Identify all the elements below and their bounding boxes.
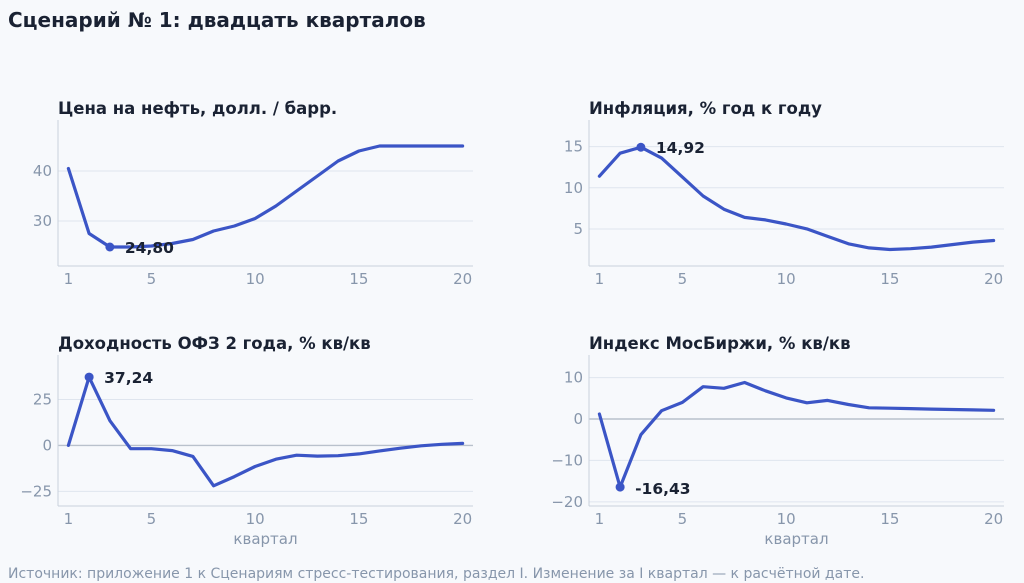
- annotation-point: [615, 482, 625, 492]
- annotation-label: 24,80: [125, 239, 174, 257]
- x-tick-label: 5: [678, 270, 688, 288]
- series-line: [597, 380, 996, 489]
- x-tick-label: 20: [453, 510, 472, 528]
- x-tick-label: 10: [777, 270, 796, 288]
- y-tick-label: 0: [42, 436, 52, 454]
- x-axis-label: квартал: [764, 530, 828, 548]
- page-title: Сценарий № 1: двадцать кварталов: [8, 8, 426, 32]
- chart-title: Индекс МосБиржи, % кв/кв: [589, 334, 851, 353]
- x-tick-label: 1: [595, 270, 605, 288]
- x-tick-label: 20: [453, 270, 472, 288]
- annotation-point: [84, 372, 94, 382]
- series-line: [597, 145, 996, 252]
- x-tick-label: 5: [678, 510, 688, 528]
- chart-title: Инфляция, % год к году: [589, 99, 822, 118]
- y-tick-label: 5: [573, 220, 583, 238]
- y-tick-label: 0: [573, 410, 583, 428]
- x-tick-label: 20: [984, 270, 1003, 288]
- x-tick-label: 15: [349, 270, 368, 288]
- y-tick-label: 40: [33, 162, 52, 180]
- annotation-point: [105, 242, 115, 252]
- y-tick-label: 10: [564, 369, 583, 387]
- y-tick-label: −20: [551, 493, 583, 511]
- x-tick-label: 1: [64, 510, 74, 528]
- annotation-point: [636, 142, 646, 152]
- x-tick-label: 1: [64, 270, 74, 288]
- y-tick-label: 30: [33, 212, 52, 230]
- x-tick-label: 20: [984, 510, 1003, 528]
- y-tick-label: 15: [564, 138, 583, 156]
- x-tick-label: 10: [246, 270, 265, 288]
- annotation-label: -16,43: [635, 480, 690, 498]
- x-tick-label: 15: [880, 270, 899, 288]
- x-tick-label: 10: [246, 510, 265, 528]
- series-line: [66, 144, 465, 249]
- x-tick-label: 5: [147, 270, 157, 288]
- annotation-label: 14,92: [656, 139, 705, 157]
- x-axis-label: квартал: [233, 530, 297, 548]
- y-tick-label: 25: [33, 391, 52, 409]
- annotation-label: 37,24: [104, 369, 153, 387]
- source-note: Источник: приложение 1 к Сценариям стрес…: [8, 566, 865, 582]
- x-tick-label: 15: [349, 510, 368, 528]
- x-tick-label: 5: [147, 510, 157, 528]
- y-tick-label: −10: [551, 451, 583, 469]
- x-tick-label: 15: [880, 510, 899, 528]
- x-tick-label: 1: [595, 510, 605, 528]
- chart-title: Цена на нефть, долл. / барр.: [58, 99, 337, 118]
- series-line: [66, 375, 465, 488]
- y-tick-label: 10: [564, 179, 583, 197]
- y-tick-label: −25: [20, 482, 52, 500]
- chart-title: Доходность ОФЗ 2 года, % кв/кв: [58, 334, 371, 353]
- x-tick-label: 10: [777, 510, 796, 528]
